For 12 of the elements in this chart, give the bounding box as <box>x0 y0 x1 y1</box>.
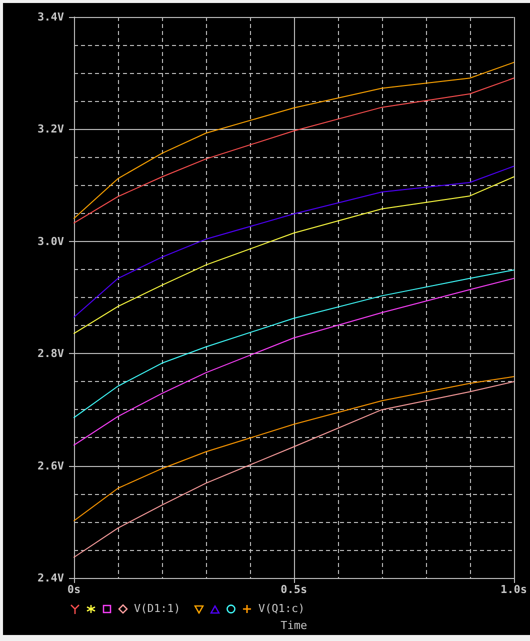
x-axis-title: Time <box>280 619 308 632</box>
y-tick-label: 2.4V <box>38 572 64 584</box>
legend-label: V(D1:1) <box>134 602 180 615</box>
y-tick-label: 2.6V <box>38 459 64 472</box>
x-tick-label: 0.5s <box>280 583 308 596</box>
y-tick-label: 2.8V <box>38 347 64 360</box>
legend-label: V(Q1:c) <box>258 602 305 615</box>
y-tick-label: 3.0V <box>38 234 64 248</box>
y-tick-label: 3.2V <box>38 122 64 136</box>
y-tick-label: 3.4V <box>38 10 64 24</box>
x-tick-label: 1.0s <box>500 583 528 596</box>
x-tick-label: 0s <box>67 583 81 596</box>
